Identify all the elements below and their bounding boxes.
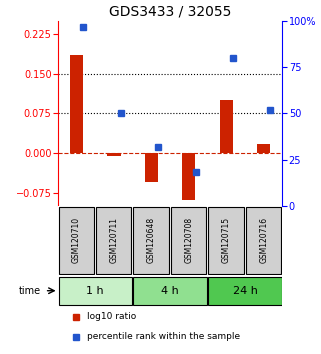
Bar xyxy=(182,153,195,200)
Bar xyxy=(70,56,83,153)
FancyBboxPatch shape xyxy=(208,207,244,274)
Text: GSM120715: GSM120715 xyxy=(222,217,231,263)
Text: log10 ratio: log10 ratio xyxy=(87,312,136,321)
FancyBboxPatch shape xyxy=(134,207,169,274)
FancyBboxPatch shape xyxy=(58,277,132,305)
Text: GSM120710: GSM120710 xyxy=(72,217,81,263)
Text: GSM120716: GSM120716 xyxy=(259,217,268,263)
FancyBboxPatch shape xyxy=(134,277,207,305)
FancyBboxPatch shape xyxy=(246,207,281,274)
Text: 4 h: 4 h xyxy=(161,286,179,296)
FancyBboxPatch shape xyxy=(171,207,206,274)
Title: GDS3433 / 32055: GDS3433 / 32055 xyxy=(109,5,231,19)
Bar xyxy=(257,143,270,153)
FancyBboxPatch shape xyxy=(96,207,131,274)
FancyBboxPatch shape xyxy=(58,207,94,274)
Bar xyxy=(145,153,158,182)
Text: GSM120648: GSM120648 xyxy=(147,217,156,263)
FancyBboxPatch shape xyxy=(208,277,282,305)
Text: time: time xyxy=(19,286,41,296)
Bar xyxy=(108,153,120,156)
Text: 1 h: 1 h xyxy=(86,286,104,296)
Bar xyxy=(220,100,233,153)
Text: GSM120711: GSM120711 xyxy=(109,217,118,263)
Text: GSM120708: GSM120708 xyxy=(184,217,193,263)
Text: percentile rank within the sample: percentile rank within the sample xyxy=(87,332,240,341)
Text: 24 h: 24 h xyxy=(233,286,257,296)
